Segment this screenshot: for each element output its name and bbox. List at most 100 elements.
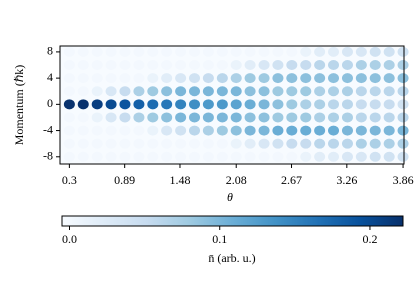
cell (369, 60, 381, 71)
colorbar (61, 215, 404, 227)
cell (147, 125, 159, 136)
cell (341, 112, 353, 123)
cell (175, 99, 187, 110)
cell (63, 112, 75, 123)
cell (300, 46, 312, 57)
cell (147, 138, 159, 149)
cell (328, 73, 340, 84)
cell (369, 86, 381, 97)
cell (369, 138, 381, 149)
cell (397, 99, 409, 110)
cell (133, 60, 145, 71)
cell (397, 86, 409, 97)
cell (161, 112, 173, 123)
cell (300, 99, 312, 110)
x-axis-label: θ (227, 190, 233, 204)
cell (230, 99, 242, 110)
cell (397, 125, 409, 136)
cell (77, 86, 89, 97)
cell (258, 60, 270, 71)
colorbar-tick-label: 0.1 (212, 232, 227, 246)
cell (369, 125, 381, 136)
cell (202, 60, 214, 71)
cell (341, 86, 353, 97)
cell (63, 46, 75, 57)
cell (369, 46, 381, 57)
cell (355, 125, 367, 136)
cell (133, 86, 145, 97)
cell (314, 46, 326, 57)
cell (119, 73, 131, 84)
cell (230, 60, 242, 71)
x-tick-label: 3.86 (393, 173, 414, 187)
colorbar-label: n̄ (arb. u.) (208, 251, 255, 265)
cell (328, 46, 340, 57)
cell (189, 86, 201, 97)
cell (91, 112, 103, 123)
cell (202, 138, 214, 149)
cell (258, 151, 270, 162)
cell (272, 60, 284, 71)
colorbar-tick-label: 0.0 (62, 232, 77, 246)
cell (147, 112, 159, 123)
cell (63, 60, 75, 71)
x-tick-label: 2.67 (281, 173, 302, 187)
cell (300, 151, 312, 162)
cell (369, 73, 381, 84)
cell (300, 112, 312, 123)
x-tick-label: 1.48 (169, 173, 190, 187)
cell (119, 138, 131, 149)
cell (258, 99, 270, 110)
cell (383, 60, 395, 71)
cell (63, 99, 75, 110)
cell (328, 151, 340, 162)
cell (216, 151, 228, 162)
cell (355, 99, 367, 110)
cell (300, 138, 312, 149)
cell (161, 151, 173, 162)
cell (147, 46, 159, 57)
cell (341, 60, 353, 71)
cell (300, 73, 312, 84)
y-tick-label: 0 (47, 96, 53, 110)
cell (133, 99, 145, 110)
cell (77, 73, 89, 84)
cell (77, 138, 89, 149)
cell (230, 125, 242, 136)
cell (105, 138, 117, 149)
cell (63, 86, 75, 97)
cell (105, 99, 117, 110)
cell (161, 138, 173, 149)
y-tick-label: 4 (47, 70, 53, 84)
x-tick-label: 0.89 (114, 173, 135, 187)
cell (119, 151, 131, 162)
cell (286, 151, 298, 162)
plot-frame (59, 45, 405, 165)
cell (189, 99, 201, 110)
cell (216, 112, 228, 123)
cell (77, 46, 89, 57)
cell (314, 99, 326, 110)
cell (369, 99, 381, 110)
x-tick-label: 2.08 (226, 173, 247, 187)
cell (105, 60, 117, 71)
cell (189, 112, 201, 123)
cell (105, 112, 117, 123)
y-axis-label: Momentum (ℏk) (12, 65, 26, 146)
cell (355, 151, 367, 162)
cell (105, 46, 117, 57)
cell (272, 86, 284, 97)
cell (355, 73, 367, 84)
cell (189, 60, 201, 71)
cell (397, 151, 409, 162)
cell (202, 46, 214, 57)
cell (77, 125, 89, 136)
cell (161, 86, 173, 97)
cell (383, 99, 395, 110)
x-tick-label: 0.3 (62, 173, 77, 187)
cell (258, 112, 270, 123)
cell (383, 151, 395, 162)
cell (147, 60, 159, 71)
cell (175, 151, 187, 162)
cell (230, 151, 242, 162)
